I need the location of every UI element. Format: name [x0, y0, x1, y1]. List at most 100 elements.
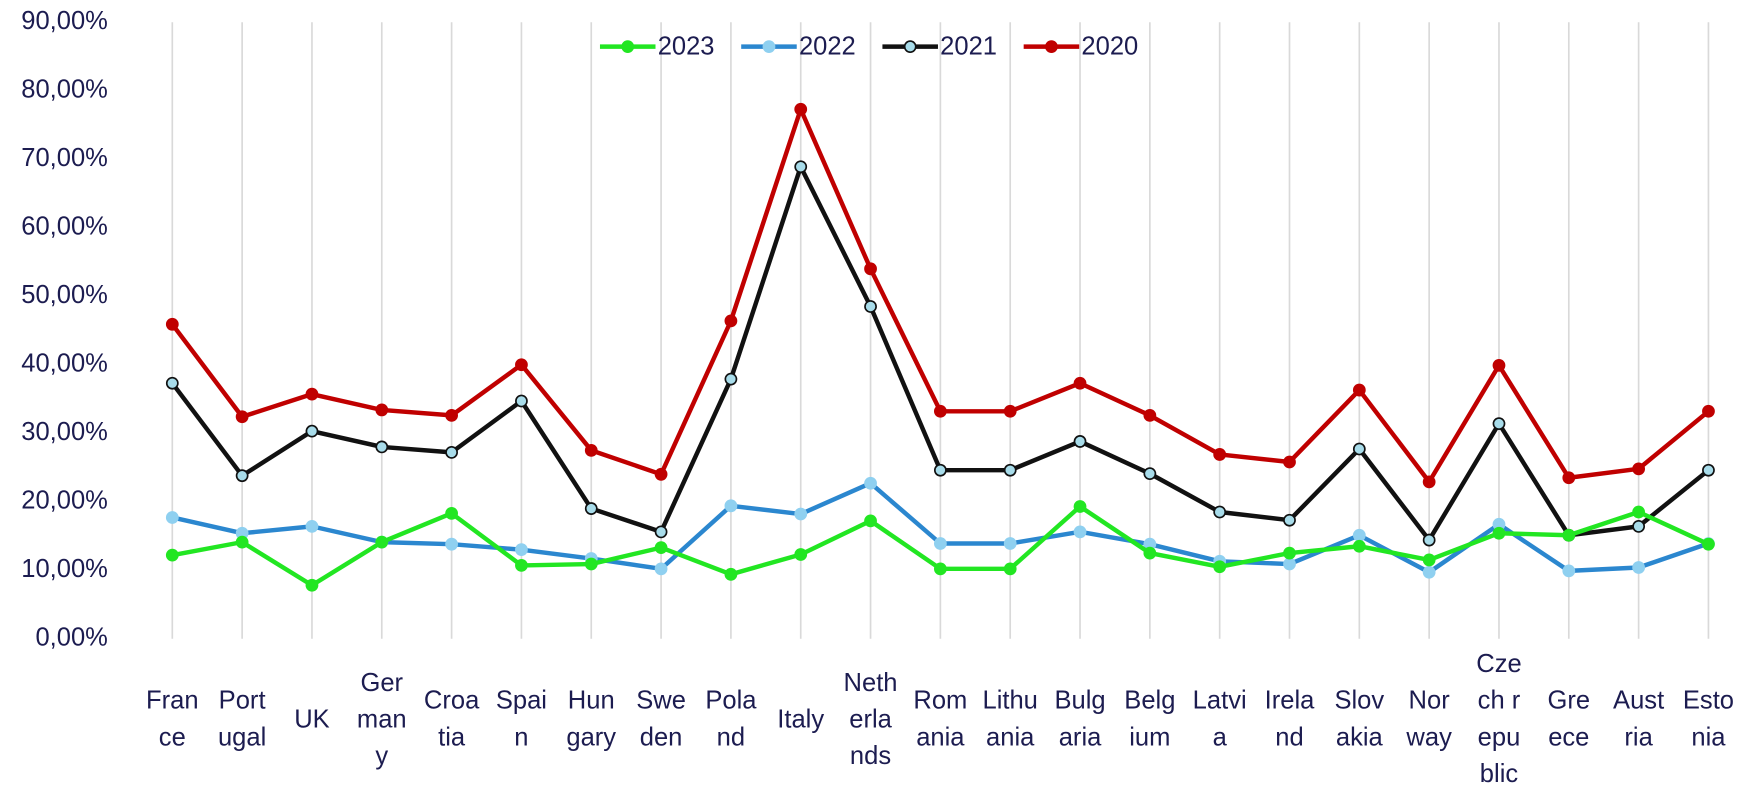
x-tick-label: Belgium — [1124, 685, 1176, 751]
x-label-box: Greece — [1534, 646, 1604, 790]
x-label-box: Ireland — [1255, 646, 1325, 790]
point — [1213, 505, 1227, 519]
point — [1073, 435, 1087, 448]
point — [1422, 533, 1436, 547]
legend-marker — [621, 40, 635, 54]
point — [933, 404, 947, 418]
point — [1702, 404, 1715, 418]
x-tick-label: Bulgaria — [1054, 685, 1106, 751]
x-tick-label: Spain — [495, 685, 547, 751]
x-label-box: Hungary — [556, 646, 626, 790]
point — [1632, 519, 1646, 533]
x-label-wrap: Italy — [766, 646, 836, 790]
point — [1352, 383, 1366, 397]
y-tick-label: 40,00% — [21, 349, 108, 377]
x-tick-label: Norway — [1406, 685, 1452, 751]
point — [1073, 525, 1087, 539]
x-label-wrap: Croatia — [417, 646, 487, 790]
x-label-wrap: Norway — [1394, 646, 1464, 790]
point — [165, 376, 179, 390]
point — [933, 562, 947, 576]
x-tick-label: Hungary — [566, 685, 617, 751]
point — [445, 409, 458, 422]
x-label-wrap: Czech republic — [1464, 646, 1534, 790]
point — [794, 548, 808, 561]
x-label-box: Netherlands — [836, 646, 906, 790]
x-label-box: Latvia — [1185, 646, 1255, 790]
point — [1283, 557, 1296, 571]
x-tick-label: Austria — [1613, 685, 1665, 751]
point — [1143, 467, 1157, 481]
legend-label: 2023 — [658, 33, 715, 61]
x-tick-label: Romania — [913, 685, 968, 751]
point — [1492, 526, 1506, 540]
point — [933, 537, 947, 550]
x-label-box: Spain — [487, 646, 557, 790]
point — [1352, 539, 1366, 553]
x-label-wrap: Poland — [696, 646, 766, 790]
point — [1422, 565, 1436, 579]
point — [445, 446, 458, 459]
y-tick-label: 70,00% — [21, 144, 108, 172]
x-tick-label: Portugal — [217, 685, 267, 751]
point — [1073, 500, 1087, 513]
point — [654, 525, 668, 539]
series — [165, 160, 1715, 547]
point — [864, 300, 877, 313]
x-tick-label: Greece — [1547, 685, 1591, 751]
x-label-box: Austria — [1613, 685, 1665, 751]
point — [305, 519, 319, 533]
x-label-wrap: Ireland — [1255, 646, 1325, 790]
x-label-wrap: Spain — [487, 646, 557, 790]
point — [584, 557, 598, 571]
x-label-wrap: Romania — [905, 646, 975, 790]
x-label-box: Belgium — [1124, 685, 1176, 751]
point — [1213, 560, 1227, 574]
point — [445, 537, 458, 551]
x-label-box: Bulgaria — [1054, 685, 1106, 751]
x-label-box: Italy — [766, 646, 836, 790]
legend-label: 2021 — [940, 33, 997, 61]
point — [1143, 409, 1157, 422]
x-label-wrap: Estonia — [1674, 646, 1742, 790]
point — [1632, 561, 1646, 574]
point — [1003, 537, 1017, 550]
point — [445, 506, 458, 520]
x-tick-label: Slovakia — [1334, 685, 1385, 751]
point — [584, 443, 598, 457]
point — [1283, 455, 1296, 469]
x-tick-label: UK — [294, 703, 330, 733]
x-tick-label: Czech republic — [1476, 648, 1522, 788]
point — [1352, 442, 1366, 456]
point — [724, 314, 738, 328]
series — [165, 476, 1715, 579]
point — [235, 535, 249, 549]
x-label-box: Romania — [905, 646, 975, 790]
x-label-wrap: UK — [277, 646, 347, 790]
x-label-wrap: Netherlands — [836, 646, 906, 790]
point — [1562, 564, 1576, 578]
x-label-wrap: Slovakia — [1324, 646, 1394, 790]
x-label-box: Estonia — [1674, 646, 1742, 790]
x-label-wrap: Hungary — [556, 646, 626, 790]
point — [794, 160, 808, 174]
legend-marker — [1045, 40, 1058, 54]
legend-marker — [903, 40, 917, 54]
point — [1702, 537, 1715, 551]
x-tick-label: Estonia — [1682, 685, 1735, 751]
point — [1003, 404, 1017, 418]
x-label-box: Germany — [357, 667, 407, 769]
x-label-wrap: Latvia — [1185, 646, 1255, 790]
point — [1003, 562, 1017, 576]
point — [375, 440, 389, 454]
x-label-box: Poland — [696, 646, 766, 790]
point — [1632, 505, 1646, 519]
x-label-wrap: Greece — [1534, 646, 1604, 790]
x-label-box: Sweden — [636, 685, 686, 751]
x-label-box: Croatia — [417, 646, 487, 790]
point — [654, 562, 668, 576]
point — [1003, 463, 1017, 477]
x-label-box: Norway — [1394, 646, 1464, 790]
y-tick-label: 50,00% — [21, 281, 108, 309]
